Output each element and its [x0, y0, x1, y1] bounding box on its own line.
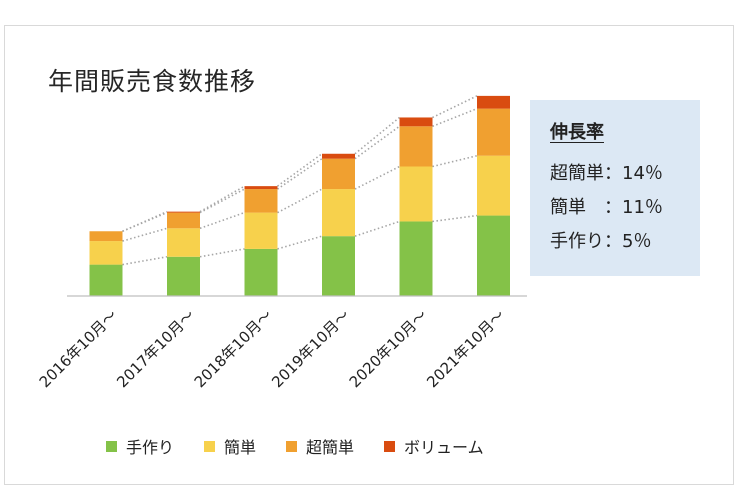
bar-easy-4: [322, 189, 355, 237]
x-tick-label-4: 2019年10月～: [268, 306, 353, 391]
trend-line-super-easy-2: [199, 188, 245, 214]
legend-label-volume: ボリューム: [404, 438, 484, 457]
legend-label-handmade: 手作り: [126, 438, 175, 457]
bar-handmade-3: [244, 248, 278, 296]
bar-super-easy-6: [477, 108, 510, 156]
bar-super-easy-5: [399, 126, 433, 167]
bar-handmade-5: [399, 221, 433, 296]
trend-line-super-easy-4: [354, 125, 400, 160]
x-tick-label-5: 2020年10月～: [346, 306, 431, 391]
bar-handmade-2: [167, 256, 200, 296]
bar-handmade-4: [322, 236, 355, 296]
trend-line-handmade-4: [354, 220, 400, 237]
legend-item-volume: ボリューム: [384, 434, 484, 458]
legend-label-easy: 簡単: [224, 438, 257, 457]
trend-line-volume-2: [199, 185, 245, 213]
growth-row-easy: 簡単 ：11％: [550, 197, 663, 218]
trend-line-easy-1: [122, 227, 168, 242]
x-tick-labels: 2016年10月～2017年10月～2018年10月～2019年10月～2020…: [36, 306, 509, 391]
x-tick-label-1: 2016年10月～: [36, 306, 121, 391]
bar-volume-4: [322, 153, 355, 159]
trend-line-volume-1: [122, 210, 168, 232]
bar-volume-6: [477, 95, 510, 109]
trend-line-volume-3: [277, 153, 323, 187]
chart-title: 年間販売食数推移: [48, 67, 257, 96]
trend-line-super-easy-5: [432, 107, 478, 128]
bar-super-easy-2: [167, 212, 200, 229]
trend-line-easy-2: [199, 211, 245, 230]
x-tick-label-2: 2017年10月～: [113, 306, 198, 391]
bar-handmade-1: [89, 264, 123, 296]
bar-super-easy-1: [89, 231, 123, 242]
x-tick-label-3: 2018年10月～: [191, 306, 276, 391]
legend-item-handmade: 手作り: [106, 434, 174, 458]
legend-swatch-volume: [384, 440, 396, 452]
trend-line-super-easy-3: [277, 158, 323, 190]
legend: 手作り 簡単 超簡単 ボリューム: [106, 434, 484, 458]
bar-handmade-6: [477, 215, 510, 296]
trend-line-handmade-1: [122, 255, 168, 266]
bar-super-easy-3: [244, 189, 278, 213]
trend-line-easy-3: [277, 188, 323, 214]
x-tick-label-6: 2021年10月～: [423, 306, 508, 391]
bar-super-easy-4: [322, 158, 355, 190]
trend-line-volume-4: [354, 116, 401, 155]
bar-easy-6: [477, 155, 510, 216]
trend-line-handmade-3: [277, 235, 323, 250]
legend-swatch-super-easy: [286, 440, 298, 452]
trend-line-easy-4: [354, 165, 400, 190]
growth-row-handmade: 手作り：5％: [550, 231, 652, 252]
trend-line-handmade-2: [199, 248, 245, 258]
bar-volume-5: [399, 117, 433, 127]
growth-rate-box: 伸長率 超簡単：14％ 簡単 ：11％ 手作り：5％: [530, 100, 700, 276]
legend-swatch-easy: [204, 440, 216, 452]
bar-volume-2: [167, 211, 200, 213]
bar-easy-3: [244, 212, 278, 249]
legend-label-super-easy: 超簡単: [306, 438, 355, 457]
bar-easy-5: [399, 166, 433, 222]
bar-volume-3: [244, 186, 278, 190]
trend-lines: [122, 95, 478, 266]
legend-swatch-handmade: [106, 440, 117, 452]
growth-heading: 伸長率: [550, 122, 604, 143]
trend-line-handmade-5: [432, 214, 478, 223]
bars: [89, 95, 510, 296]
trend-line-volume-5: [432, 95, 478, 119]
bar-easy-2: [167, 228, 200, 257]
growth-row-super-easy: 超簡単：14％: [550, 163, 663, 184]
trend-line-easy-5: [432, 154, 478, 168]
legend-item-easy: 簡単: [204, 434, 256, 458]
legend-item-super-easy: 超簡単: [286, 434, 354, 458]
bar-easy-1: [89, 241, 123, 265]
